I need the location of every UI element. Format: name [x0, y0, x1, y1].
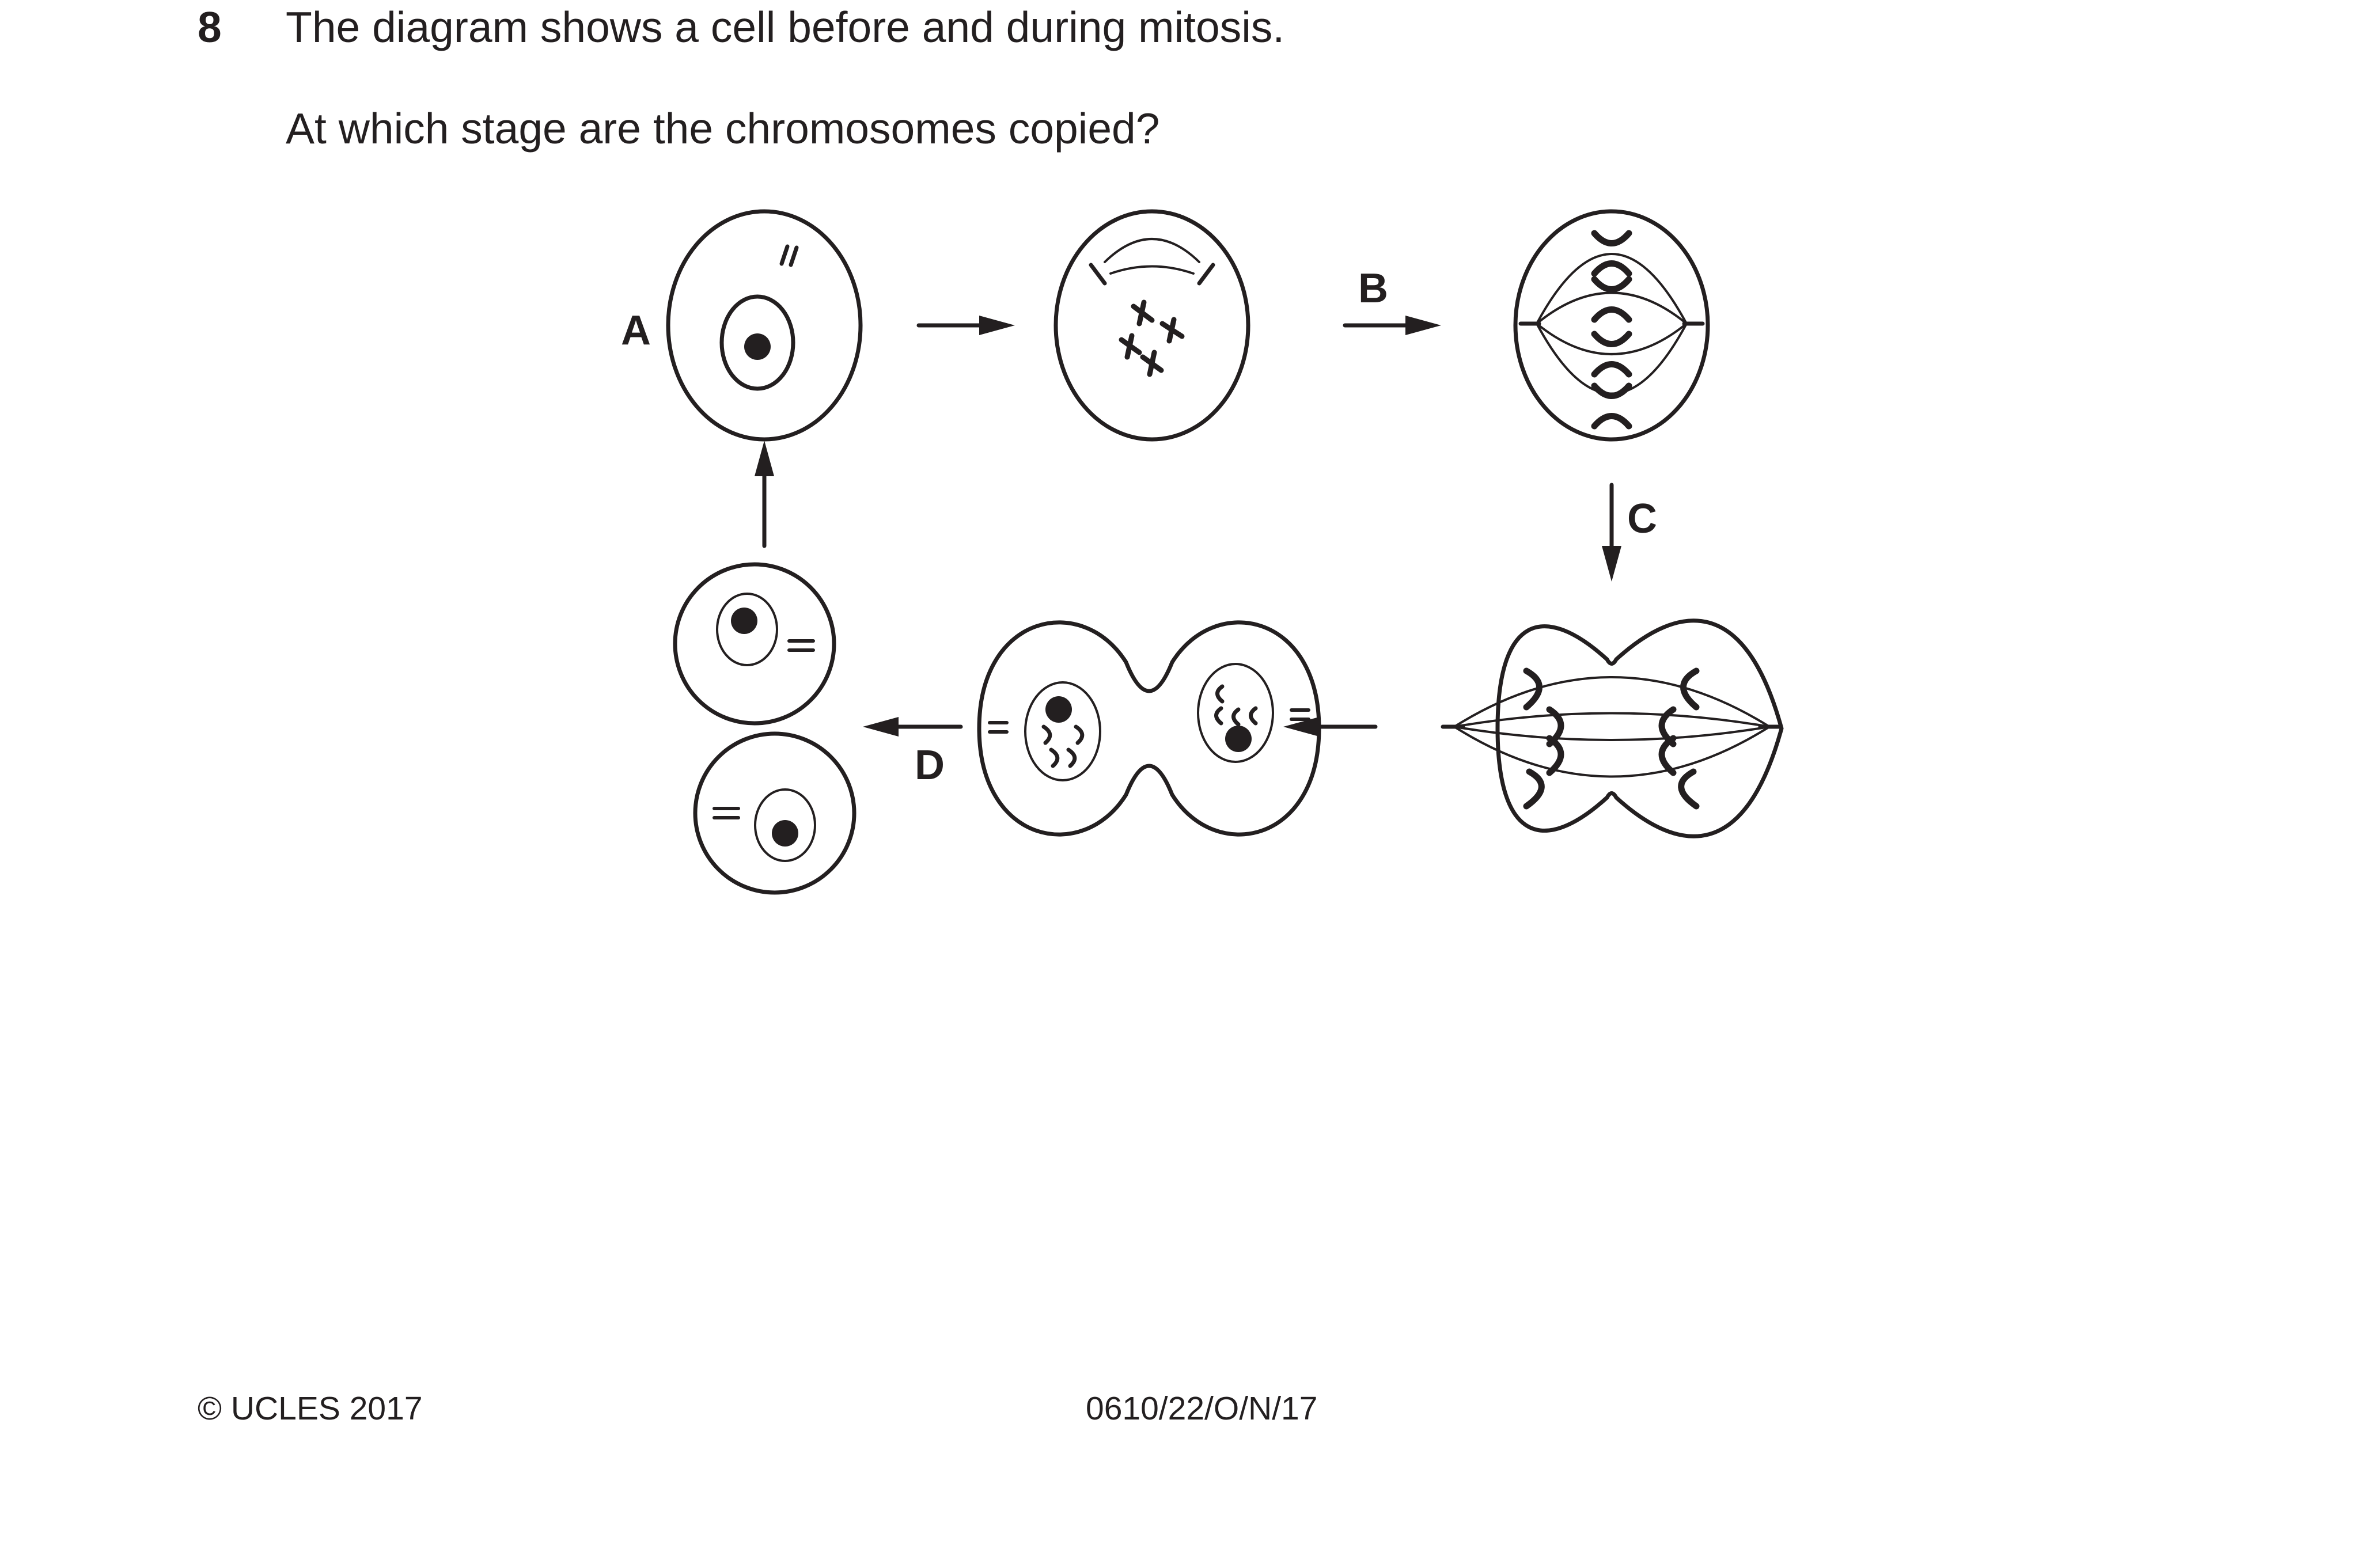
question-prompt: At which stage are the chromosomes copie…: [286, 104, 1160, 153]
copyright-notice: © UCLES 2017: [198, 1390, 423, 1427]
daughter-cells: [673, 562, 857, 895]
label-a: A: [621, 308, 651, 354]
cell-metaphase: [1513, 209, 1710, 442]
cell-anaphase: [1441, 618, 1784, 838]
label-b: B: [1358, 265, 1388, 312]
paper-code: 0610/22/O/N/17: [1086, 1390, 1318, 1427]
cell-prophase: [1053, 209, 1250, 442]
cell-telophase: [977, 620, 1321, 837]
question-stem: The diagram shows a cell before and duri…: [286, 3, 1285, 51]
label-d: D: [915, 742, 945, 788]
question-number: 8: [198, 3, 222, 51]
label-c: C: [1627, 496, 1657, 542]
cycle-arrows: [762, 323, 1614, 729]
cell-interphase: [666, 209, 863, 442]
